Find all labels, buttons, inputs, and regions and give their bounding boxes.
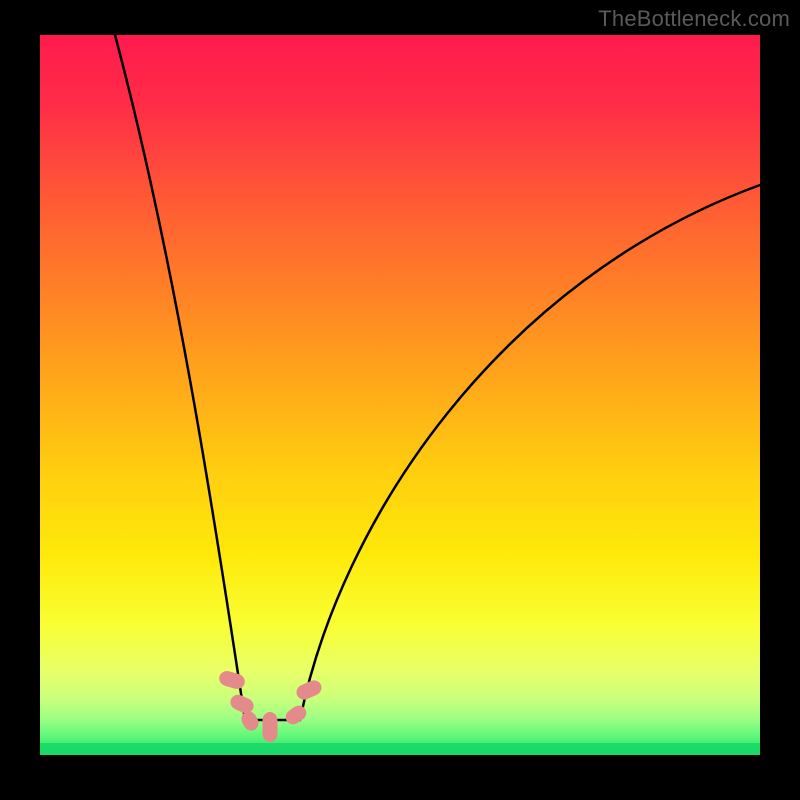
green-band (40, 743, 760, 755)
plot-area (40, 35, 760, 755)
marker-tick (263, 712, 278, 742)
watermark-text: TheBottleneck.com (598, 6, 790, 32)
bottleneck-chart (0, 0, 800, 800)
